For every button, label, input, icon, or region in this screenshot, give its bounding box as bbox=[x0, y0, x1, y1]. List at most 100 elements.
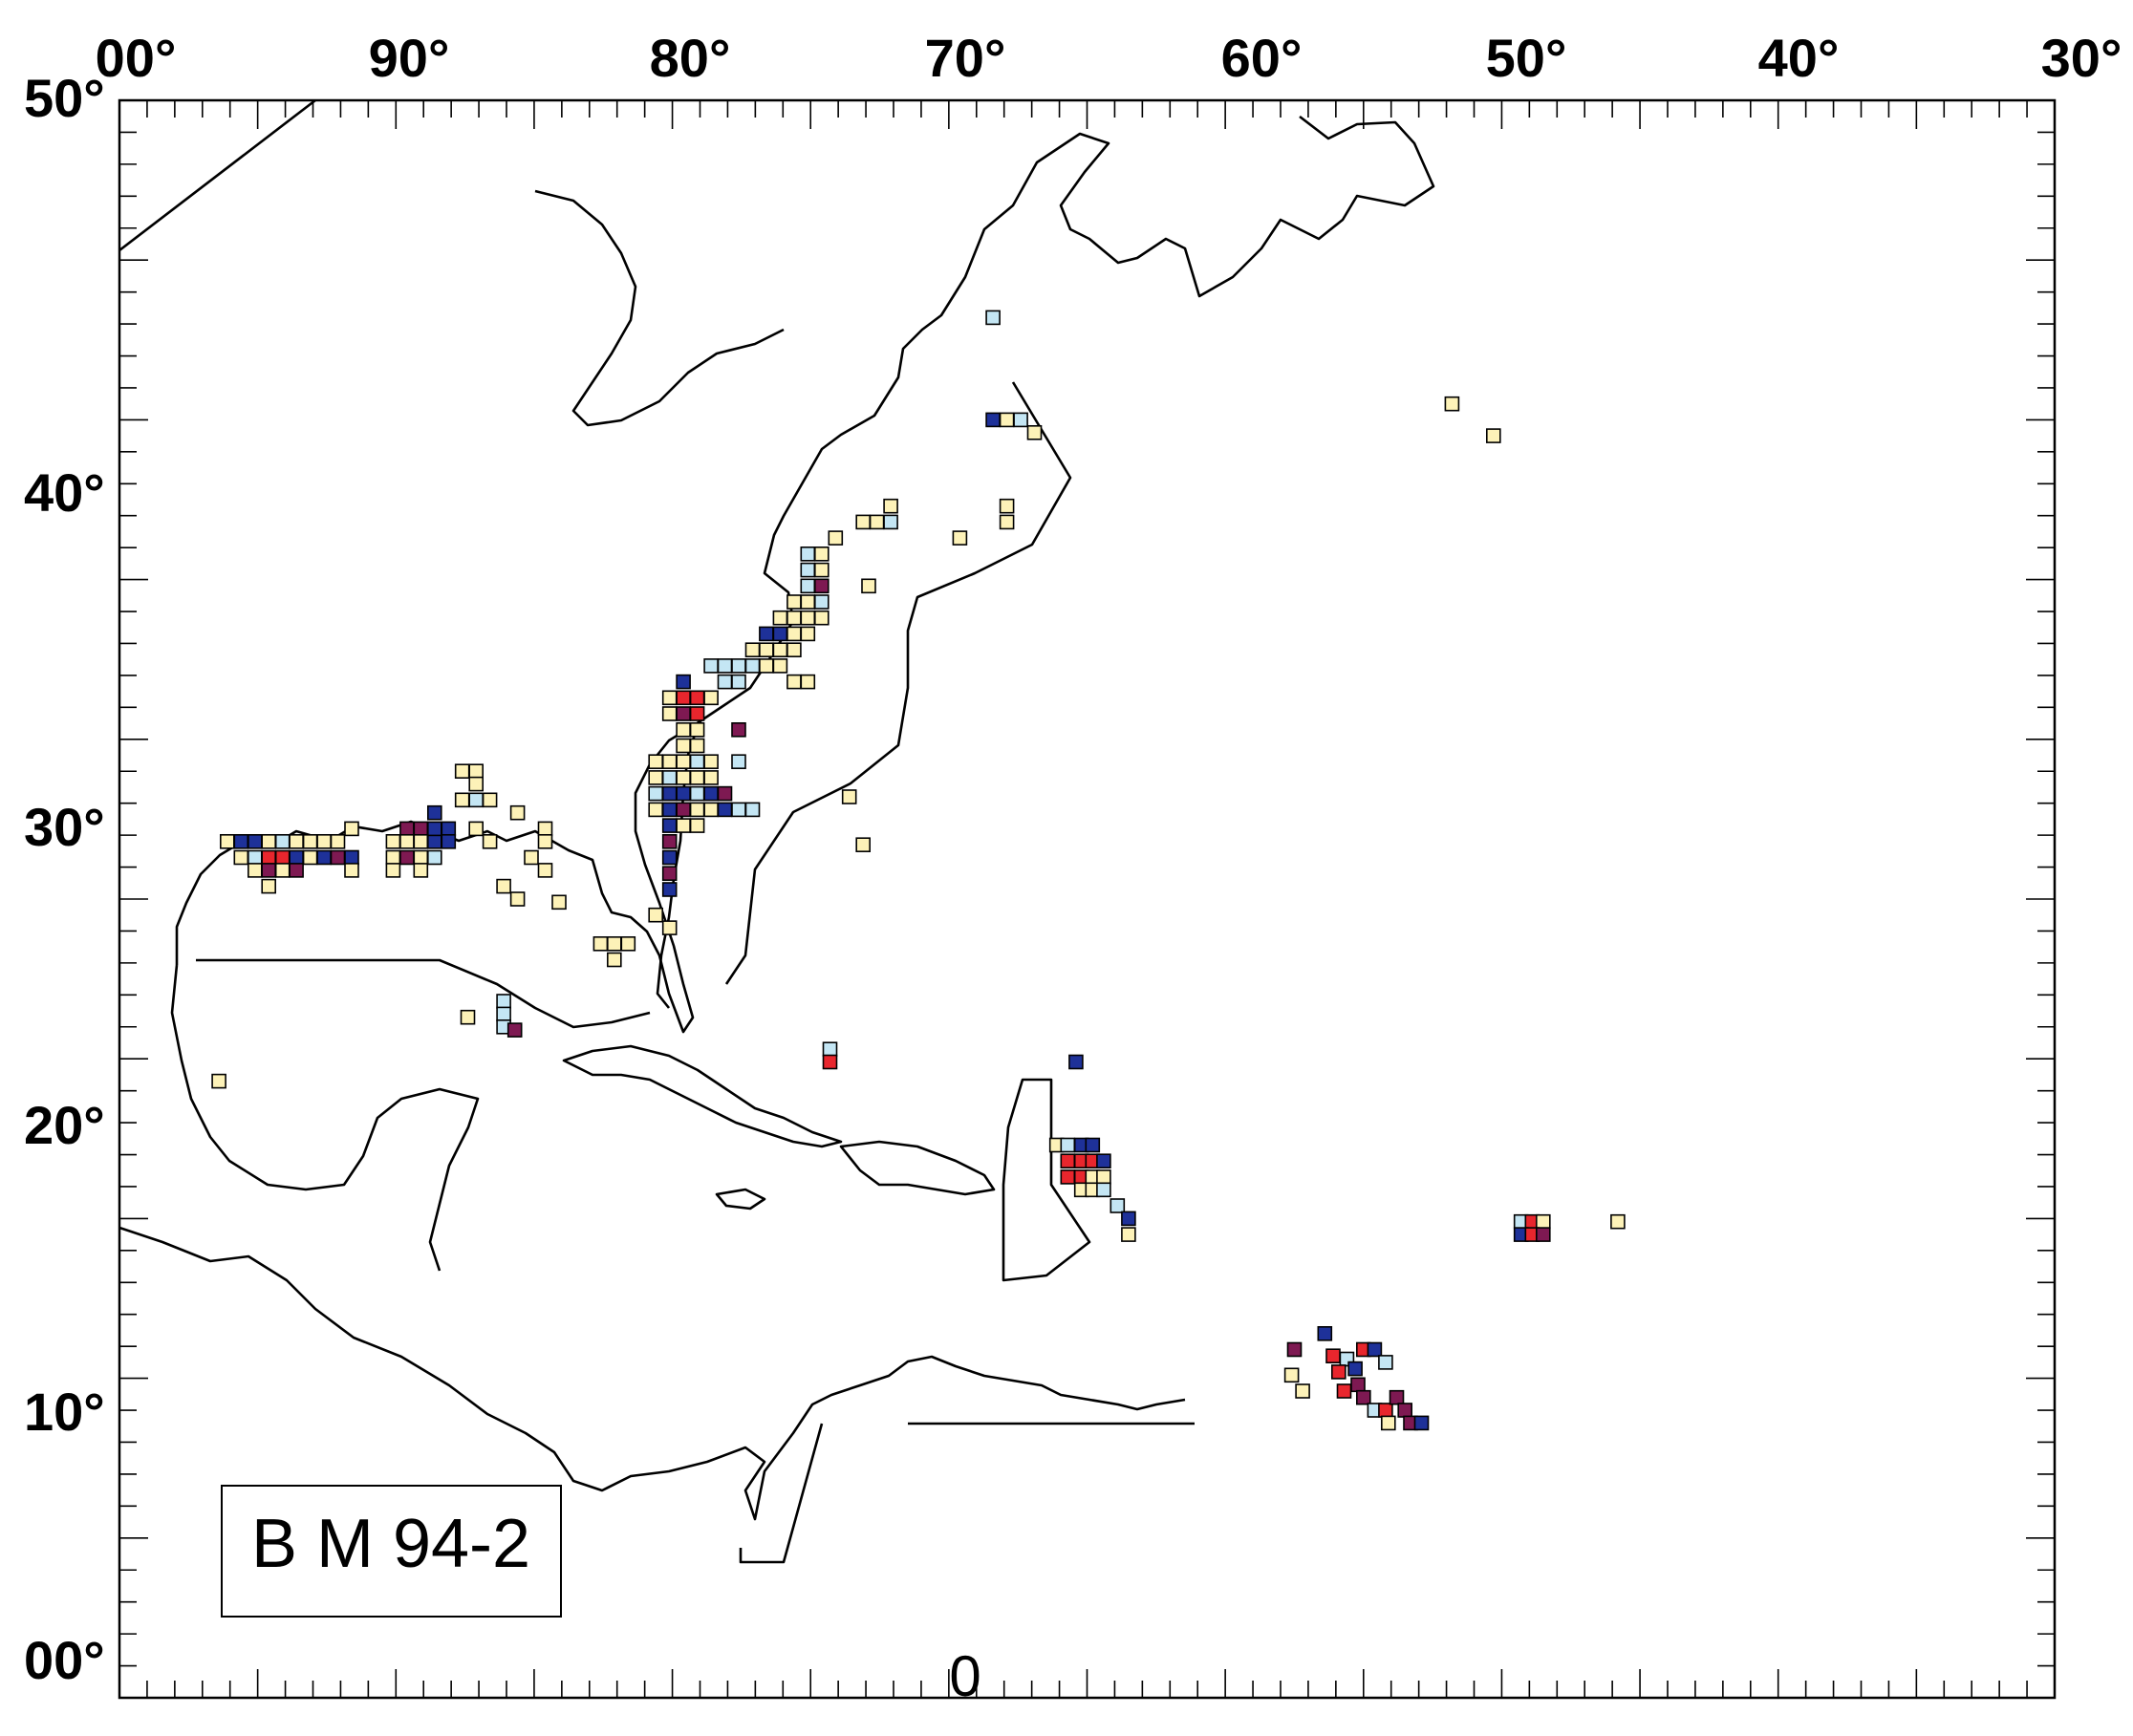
data-cell-yellow bbox=[274, 863, 291, 878]
data-cell-yellow bbox=[786, 626, 802, 642]
data-cell-navy bbox=[661, 785, 678, 802]
data-cell-yellow bbox=[855, 514, 872, 530]
data-cell-purple bbox=[813, 578, 830, 594]
data-cell-yellow bbox=[841, 789, 857, 804]
left-label-2: 30° bbox=[24, 797, 105, 857]
data-cell-purple bbox=[1389, 1389, 1405, 1405]
top-label-0: 00° bbox=[96, 28, 177, 88]
data-cell-purple bbox=[676, 706, 691, 721]
data-cell-yellow bbox=[999, 514, 1015, 530]
boundary-atlantic bbox=[724, 381, 1072, 985]
data-cell-yellow bbox=[468, 776, 485, 792]
data-cell-yellow bbox=[1381, 1415, 1396, 1431]
data-cell-purple bbox=[1397, 1403, 1412, 1418]
top-label-1: 90° bbox=[369, 28, 450, 88]
data-cell-yellow bbox=[289, 833, 304, 849]
data-cell-yellow bbox=[592, 935, 609, 952]
data-cell-red bbox=[689, 690, 705, 706]
data-cell-yellow bbox=[883, 498, 898, 514]
data-cell-purple bbox=[261, 863, 277, 878]
boundary-gulf bbox=[196, 958, 651, 1029]
data-cell-yellow bbox=[676, 818, 691, 833]
coastline-mexico bbox=[170, 964, 480, 1272]
data-cell-navy bbox=[289, 849, 304, 866]
data-cell-yellow bbox=[606, 935, 622, 952]
data-cell-yellow bbox=[786, 610, 802, 626]
data-cell-navy bbox=[441, 833, 457, 849]
data-cell-red bbox=[1060, 1169, 1076, 1185]
data-cell-yellow bbox=[648, 770, 664, 785]
data-cell-yellow bbox=[537, 863, 553, 878]
data-cell-yellow bbox=[952, 530, 968, 546]
data-cell-yellow bbox=[999, 412, 1015, 428]
data-cell-yellow bbox=[468, 763, 485, 780]
data-cell-yellow bbox=[1026, 424, 1043, 440]
data-cell-yellow bbox=[861, 578, 876, 594]
data-cells bbox=[211, 310, 1626, 1431]
data-cell-yellow bbox=[385, 833, 401, 849]
top-label-6: 40° bbox=[1758, 28, 1840, 88]
data-cell-yellow bbox=[869, 514, 885, 530]
data-cell-yellow bbox=[648, 907, 664, 923]
data-cell-lightblue bbox=[717, 674, 733, 690]
data-cell-red bbox=[1378, 1403, 1393, 1418]
data-cell-yellow bbox=[703, 754, 719, 770]
data-cell-navy bbox=[661, 818, 678, 833]
data-cell-yellow bbox=[786, 642, 802, 658]
data-cell-yellow bbox=[676, 754, 691, 770]
data-cell-yellow bbox=[703, 690, 719, 706]
data-cell-lightblue bbox=[496, 994, 511, 1009]
bottom-label: 0 bbox=[949, 1644, 980, 1708]
data-cell-yellow bbox=[233, 849, 249, 866]
data-cell-navy bbox=[985, 412, 1001, 428]
data-cell-lightblue bbox=[1378, 1355, 1393, 1370]
data-cell-yellow bbox=[261, 833, 277, 849]
data-cell-yellow bbox=[413, 833, 429, 849]
data-cell-lightblue bbox=[731, 802, 746, 818]
data-cell-yellow bbox=[468, 821, 485, 837]
data-cell-yellow bbox=[661, 754, 678, 770]
top-label-5: 50° bbox=[1486, 28, 1567, 88]
data-cell-red bbox=[689, 706, 705, 721]
data-cell-navy bbox=[676, 674, 691, 690]
data-cell-lightblue bbox=[813, 594, 830, 610]
data-cell-yellow bbox=[689, 802, 705, 818]
data-cell-navy bbox=[1317, 1326, 1333, 1341]
data-cell-purple bbox=[1350, 1377, 1366, 1393]
data-cell-yellow bbox=[302, 849, 318, 866]
map-frame bbox=[118, 98, 2057, 1700]
data-cell-yellow bbox=[537, 821, 553, 837]
data-cell-yellow bbox=[413, 863, 429, 878]
data-cell-navy bbox=[703, 785, 719, 802]
left-label-0: 50° bbox=[24, 68, 105, 128]
data-cell-yellow bbox=[676, 721, 691, 738]
data-cell-yellow bbox=[344, 863, 359, 878]
data-cell-yellow bbox=[1096, 1169, 1111, 1185]
left-label-5: 00° bbox=[24, 1630, 105, 1690]
data-cell-yellow bbox=[759, 658, 774, 674]
data-cell-yellow bbox=[648, 754, 664, 770]
data-cell-yellow bbox=[620, 935, 636, 952]
data-cell-yellow bbox=[509, 804, 526, 821]
data-cell-yellow bbox=[676, 738, 691, 754]
data-cell-lightblue bbox=[1110, 1198, 1126, 1213]
data-cell-navy bbox=[1413, 1415, 1430, 1431]
boundary-northwest bbox=[118, 98, 316, 252]
legend-box: B M 94-2 bbox=[221, 1485, 562, 1618]
data-cell-purple bbox=[399, 849, 415, 866]
data-cell-purple bbox=[413, 821, 429, 837]
data-cell-red bbox=[274, 849, 291, 866]
data-cell-yellow bbox=[661, 920, 678, 935]
top-label-7: 30° bbox=[2041, 28, 2122, 88]
data-cell-purple bbox=[676, 802, 691, 818]
coastline-great-lakes bbox=[534, 189, 785, 427]
coastline-central-america bbox=[118, 1226, 1186, 1521]
data-cell-yellow bbox=[454, 792, 470, 808]
left-label-3: 20° bbox=[24, 1095, 105, 1155]
data-cell-lightblue bbox=[1013, 412, 1028, 428]
data-cell-yellow bbox=[496, 878, 511, 894]
top-label-2: 80° bbox=[650, 28, 731, 88]
data-cell-yellow bbox=[482, 833, 498, 849]
data-cell-yellow bbox=[1283, 1367, 1300, 1383]
data-cell-yellow bbox=[800, 674, 816, 690]
